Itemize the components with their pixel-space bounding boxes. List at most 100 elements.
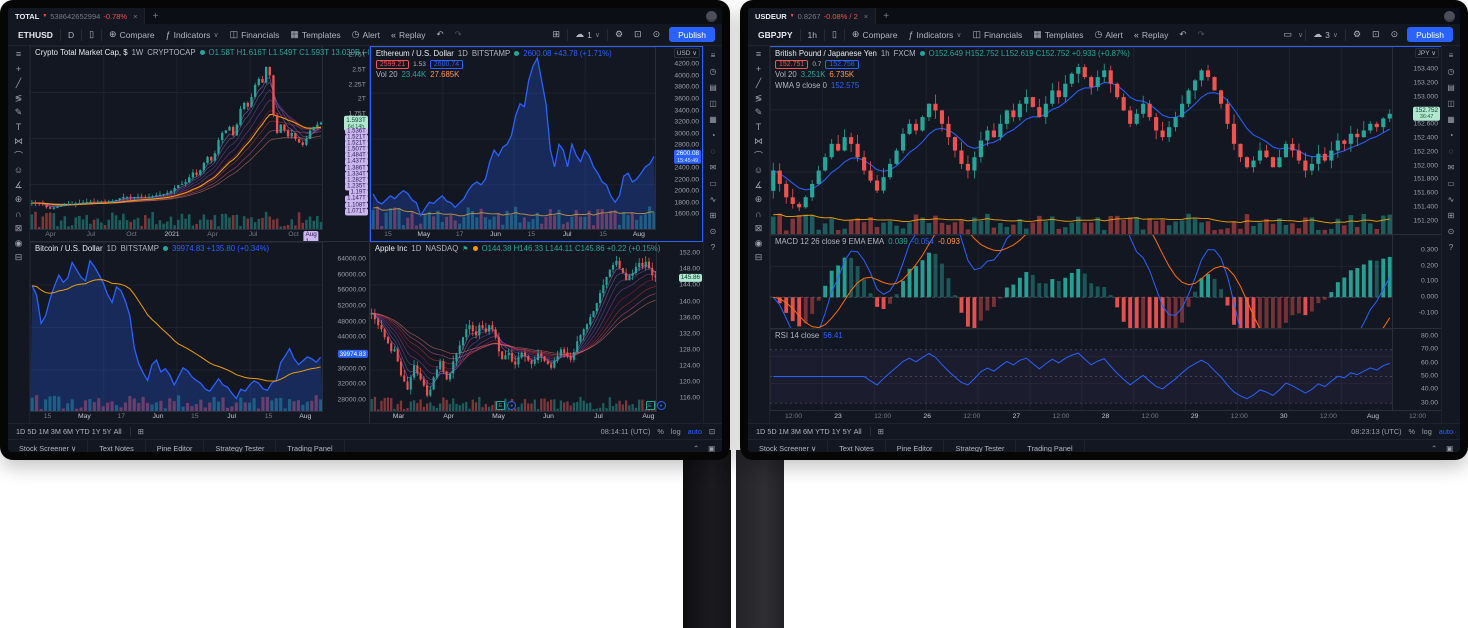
alerts-icon[interactable]: ◷ (709, 67, 717, 76)
measure-icon[interactable]: ∡ (14, 179, 23, 190)
templates-button[interactable]: ▦ Templates (1033, 29, 1084, 40)
trend-line-icon[interactable]: ╱ (755, 78, 762, 88)
brush-icon[interactable]: ✎ (754, 107, 763, 117)
go-to-date-icon[interactable]: ⊞ (129, 427, 144, 436)
drawing-menu-icon[interactable]: ≡ (755, 49, 762, 59)
axis-unit-button[interactable]: JPY ∨ (1414, 48, 1439, 58)
clock-utc[interactable]: 08:23:13 (UTC) (1351, 427, 1402, 436)
bottom-tab[interactable]: Stock Screener ∨ (8, 440, 89, 452)
price-axis[interactable]: USD ∨ 4200.00 4000.00 3800.00 3600.00 3400.00… (655, 47, 702, 230)
text-tool-icon[interactable]: T (15, 121, 22, 132)
range-button[interactable]: YTD (75, 427, 90, 436)
close-tab-icon[interactable]: × (863, 11, 869, 21)
price-axis[interactable]: 64000.00 60000.00 56000.00 52000.00 48000.00… (321, 242, 369, 412)
price-axis[interactable]: 80.00 70.00 60.00 50.00 40.00 30.00 (1392, 328, 1441, 411)
dividend-icon[interactable]: ● (656, 401, 666, 410)
buy-price-button[interactable]: 152.758 (825, 59, 859, 69)
bottom-tab[interactable]: Trading Panel (1016, 440, 1085, 452)
price-axis[interactable]: 2.75T 2.5T 2.25T 2T 1.75T 1.593T 6d 14h 1.536T 1… (321, 46, 369, 230)
symbol-title[interactable]: British Pound / Japanese Yen (775, 49, 877, 58)
cloud-save-button[interactable]: ☁ 1 ∨ (575, 29, 600, 40)
hide-drawings-icon[interactable]: ◉ (14, 237, 23, 248)
range-button[interactable]: 6M (62, 427, 74, 436)
symbol-search-button[interactable]: ETHUSD (18, 29, 53, 40)
gbpjpy-pane[interactable]: JPY ∨153.400153.200153.000152.800152.600… (770, 47, 1441, 235)
earnings-marker[interactable]: E ● (496, 401, 517, 410)
object-tree-icon[interactable]: ⊙ (709, 227, 717, 236)
total-marketcap-chart[interactable] (30, 46, 323, 230)
ideas-icon[interactable]: ◌ (1448, 147, 1454, 156)
remove-drawings-icon[interactable]: ⊟ (14, 252, 23, 262)
time-axis[interactable]: Apr Jul Oct 2021 Apr Jul Oct Aug 1 (30, 229, 323, 241)
news-icon[interactable]: ▤ (1447, 83, 1455, 92)
collapse-panel-icon[interactable]: ⌃ (1430, 443, 1438, 453)
clock-utc[interactable]: 08:14:11 (UTC) (600, 427, 651, 436)
log-scale-button[interactable]: log (670, 427, 681, 436)
notifications-icon[interactable]: ∿ (1447, 195, 1455, 204)
replay-button[interactable]: «Replay (390, 29, 426, 40)
close-tab-icon[interactable]: × (133, 11, 138, 21)
object-tree-icon[interactable]: ⊙ (1447, 227, 1455, 236)
btc-usd-chart[interactable] (30, 242, 323, 412)
eth-usd-chart[interactable] (370, 47, 656, 230)
wma-indicator-label[interactable]: WMA 9 close 0 (775, 80, 827, 90)
redo-button[interactable]: ↷ (1197, 29, 1205, 39)
crosshair-icon[interactable]: + (755, 63, 762, 74)
range-button[interactable]: 1M (38, 427, 49, 436)
alerts-icon[interactable]: ◷ (1447, 67, 1455, 76)
log-scale-button[interactable]: log (1422, 427, 1432, 436)
bottom-tab[interactable]: Text Notes (828, 440, 886, 452)
earnings-marker[interactable]: E ● (645, 401, 666, 410)
range-button[interactable]: YTD (815, 427, 830, 436)
templates-button[interactable]: ▦ Templates (290, 29, 341, 40)
range-button[interactable]: 3M (50, 427, 61, 436)
bottom-tab[interactable]: Pine Editor (886, 440, 945, 452)
hotlists-icon[interactable]: ▦ (709, 115, 717, 124)
emoji-tool-icon[interactable]: ☺ (13, 165, 24, 175)
price-axis[interactable]: JPY ∨153.400153.200153.000152.800152.600… (1392, 47, 1441, 234)
price-axis[interactable]: 152.00 148.00 144.00 140.00 136.00 132.00 128.… (656, 242, 703, 412)
replay-button[interactable]: «Replay (1133, 29, 1169, 40)
data-window-icon[interactable]: ◫ (1447, 99, 1455, 108)
collapse-panel-icon[interactable]: ⌃ (692, 443, 700, 453)
lock-drawings-icon[interactable]: ⊠ (14, 223, 23, 233)
chart-style-icon[interactable]: ▯ (89, 29, 95, 39)
financials-button[interactable]: ◫ Financials (229, 29, 280, 40)
auto-scale-button[interactable]: auto (687, 427, 702, 436)
panel-layout-icon[interactable]: ▣ (708, 443, 715, 453)
rsi-pane[interactable]: 80.00 70.00 60.00 50.00 40.00 30.00 RSI 14 cl… (770, 328, 1441, 411)
publish-button[interactable]: Publish (669, 27, 715, 42)
percent-scale-button[interactable]: % (1408, 427, 1416, 436)
interval-button[interactable]: D (67, 29, 75, 40)
compare-button[interactable]: ⊕ Compare (109, 29, 155, 40)
macd-label[interactable]: MACD 12 26 close 9 EMA EMA (775, 237, 885, 246)
new-tab-button[interactable]: + (152, 10, 159, 22)
range-button[interactable]: 1D (756, 427, 766, 436)
macd-pane[interactable]: 0.300 0.200 0.100 0.000 -0.100 MACD 12 26 cl… (770, 235, 1441, 329)
sell-price-button[interactable]: 152.751 (775, 59, 809, 69)
measure-icon[interactable]: ∡ (754, 179, 763, 190)
publish-button[interactable]: Publish (1407, 27, 1453, 42)
go-to-date-icon[interactable]: ⊞ (869, 427, 884, 436)
calendar-icon[interactable]: ◔ (710, 131, 716, 140)
forecast-tool-icon[interactable]: ⌒ (753, 150, 763, 161)
chart-panel-total[interactable]: 2.75T 2.5T 2.25T 2T 1.75T 1.593T 6d 14h 1.536T 1… (30, 46, 370, 242)
range-button[interactable]: 5D (27, 427, 37, 436)
dividend-icon[interactable]: ● (507, 401, 517, 410)
volume-indicator-label[interactable]: Vol 20 (775, 70, 797, 79)
remove-drawings-icon[interactable]: ⊟ (754, 252, 763, 262)
hide-drawings-icon[interactable]: ◉ (754, 237, 763, 248)
symbol-search-button[interactable]: GBPJPY (758, 29, 793, 40)
forecast-tool-icon[interactable]: ⌒ (13, 150, 23, 161)
emoji-tool-icon[interactable]: ☺ (753, 165, 764, 175)
calendar-icon[interactable]: ◔ (1448, 131, 1454, 140)
volume-indicator-label[interactable]: Vol 20 (375, 70, 398, 79)
brush-icon[interactable]: ✎ (14, 107, 23, 117)
fullscreen-icon[interactable]: ⊡ (708, 427, 715, 436)
aapl-chart[interactable]: E ● E ● (369, 242, 666, 412)
symbol-title[interactable]: Crypto Total Market Cap, $ (35, 48, 128, 57)
avatar[interactable] (1444, 10, 1455, 22)
earnings-icon[interactable]: E (645, 401, 655, 410)
range-button[interactable]: 5D (767, 427, 777, 436)
settings-gear-icon[interactable]: ⚙ (1352, 29, 1362, 39)
